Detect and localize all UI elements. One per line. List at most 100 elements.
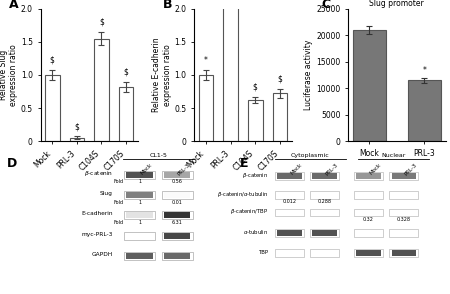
Text: 0.01: 0.01: [172, 200, 183, 205]
Bar: [312, 173, 337, 179]
Bar: [277, 210, 302, 216]
Bar: [275, 172, 304, 180]
Bar: [312, 192, 337, 198]
Bar: [69, 138, 84, 141]
Bar: [164, 172, 190, 178]
Text: 1: 1: [138, 200, 141, 205]
Bar: [312, 250, 337, 256]
Bar: [273, 93, 287, 141]
Bar: [275, 250, 304, 257]
Text: $\alpha$-tubulin: $\alpha$-tubulin: [243, 228, 269, 236]
Bar: [275, 191, 304, 199]
Text: Fold: Fold: [114, 180, 124, 185]
Bar: [275, 209, 304, 216]
Bar: [310, 191, 339, 199]
Bar: [392, 173, 416, 179]
Text: $: $: [278, 75, 282, 83]
Bar: [310, 172, 339, 180]
Bar: [124, 252, 155, 260]
Text: $\beta$-catenin: $\beta$-catenin: [84, 169, 112, 178]
Bar: [248, 100, 263, 141]
Bar: [310, 229, 339, 237]
Text: E-cadherin: E-cadherin: [81, 211, 112, 216]
Text: TBP: TBP: [259, 250, 269, 255]
Bar: [389, 250, 418, 257]
Bar: [354, 191, 383, 199]
Text: 0.328: 0.328: [397, 217, 411, 222]
Text: Mock: Mock: [369, 162, 382, 176]
Bar: [310, 209, 339, 216]
Y-axis label: Relative Slug
expression ratio: Relative Slug expression ratio: [0, 44, 18, 106]
Bar: [119, 87, 134, 141]
Bar: [392, 250, 416, 256]
Text: PRL-3: PRL-3: [404, 162, 419, 176]
Bar: [162, 252, 193, 260]
Bar: [124, 171, 155, 179]
Text: Fold: Fold: [114, 200, 124, 205]
Text: Mock: Mock: [140, 162, 153, 176]
Text: E: E: [239, 157, 248, 170]
Text: A: A: [9, 0, 19, 11]
Bar: [162, 191, 193, 199]
Bar: [126, 253, 153, 259]
Text: *: *: [204, 56, 208, 65]
Bar: [392, 210, 416, 216]
Bar: [356, 210, 381, 216]
Text: *: *: [423, 66, 427, 76]
Bar: [389, 191, 418, 199]
Bar: [164, 212, 190, 218]
Text: $\beta$-catenin/$\alpha$-tubulin: $\beta$-catenin/$\alpha$-tubulin: [217, 190, 269, 199]
Bar: [389, 172, 418, 180]
Bar: [312, 210, 337, 216]
Bar: [162, 232, 193, 240]
Text: 0.32: 0.32: [363, 217, 374, 222]
Bar: [277, 192, 302, 198]
Bar: [389, 209, 418, 216]
Text: $: $: [74, 122, 79, 131]
Text: CL1-5: CL1-5: [149, 153, 167, 158]
Bar: [164, 192, 190, 198]
Text: $: $: [50, 55, 55, 64]
Text: 0.56: 0.56: [172, 180, 183, 185]
Bar: [126, 233, 153, 239]
Bar: [312, 230, 337, 236]
Bar: [164, 233, 190, 239]
Bar: [356, 250, 381, 256]
Text: 6.31: 6.31: [172, 220, 183, 225]
Text: 1: 1: [138, 180, 141, 185]
Text: D: D: [7, 157, 17, 170]
Bar: [223, 0, 238, 141]
Bar: [354, 250, 383, 257]
Text: Mock: Mock: [289, 162, 303, 176]
Bar: [389, 229, 418, 237]
Text: myc-PRL-3: myc-PRL-3: [81, 232, 112, 237]
Bar: [354, 172, 383, 180]
Text: 0.288: 0.288: [318, 199, 332, 204]
Y-axis label: Luciferase activity: Luciferase activity: [305, 40, 314, 110]
Bar: [199, 75, 213, 141]
Bar: [354, 229, 383, 237]
Text: B: B: [163, 0, 173, 11]
Bar: [356, 173, 381, 179]
Bar: [275, 229, 304, 237]
Text: Slug: Slug: [100, 191, 112, 196]
Bar: [408, 80, 441, 141]
Bar: [162, 171, 193, 179]
Text: Fold: Fold: [114, 220, 124, 225]
Bar: [126, 192, 153, 198]
Bar: [277, 250, 302, 256]
Bar: [392, 230, 416, 236]
Bar: [352, 30, 386, 141]
Bar: [45, 75, 60, 141]
Bar: [164, 253, 190, 259]
Text: $\beta$-catenin: $\beta$-catenin: [243, 171, 269, 180]
Bar: [126, 212, 153, 218]
Bar: [94, 39, 109, 141]
Text: C: C: [321, 0, 330, 11]
Text: PRL-3: PRL-3: [325, 162, 339, 176]
Text: $: $: [124, 68, 129, 77]
Bar: [277, 173, 302, 179]
Bar: [162, 211, 193, 219]
Title: Slug promoter: Slug promoter: [369, 0, 424, 8]
Y-axis label: Relative E-cadherin
expression ratio: Relative E-cadherin expression ratio: [153, 38, 172, 112]
